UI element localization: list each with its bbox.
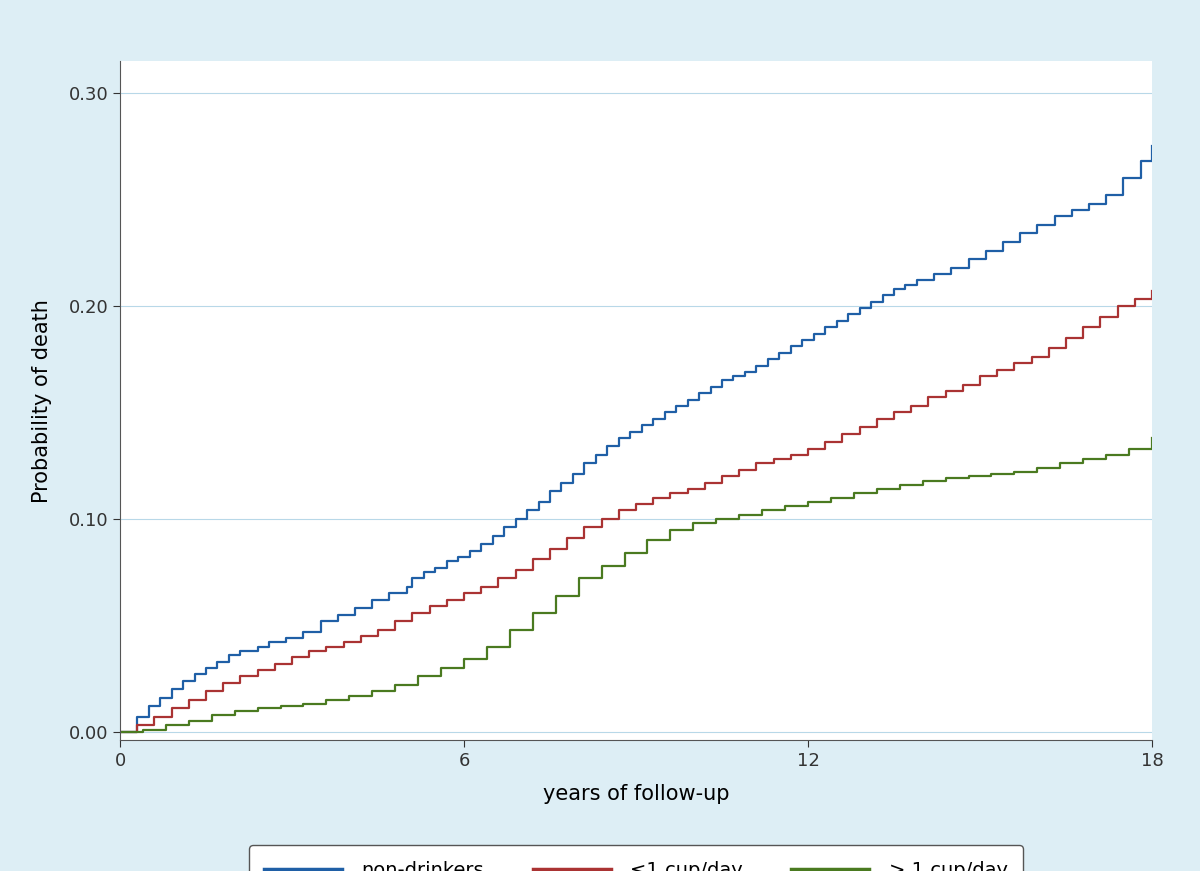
Y-axis label: Probability of death: Probability of death: [31, 299, 52, 503]
non-drinkers: [113, 726, 127, 737]
non-drinkers: [944, 269, 959, 280]
> 1 cup/day: [1145, 433, 1159, 443]
Line: non-drinkers: non-drinkers: [120, 146, 1152, 732]
> 1 cup/day: [365, 691, 379, 701]
> 1 cup/day: [113, 726, 127, 737]
non-drinkers: [1145, 141, 1159, 152]
≤1 cup/day: [216, 678, 230, 688]
non-drinkers: [532, 505, 546, 516]
≤1 cup/day: [818, 443, 833, 454]
> 1 cup/day: [251, 706, 265, 716]
Line: > 1 cup/day: > 1 cup/day: [120, 438, 1152, 732]
≤1 cup/day: [560, 544, 575, 554]
> 1 cup/day: [1122, 443, 1136, 454]
non-drinkers: [749, 367, 763, 377]
non-drinkers: [462, 552, 476, 563]
≤1 cup/day: [1145, 286, 1159, 296]
X-axis label: years of follow-up: years of follow-up: [542, 784, 730, 804]
non-drinkers: [416, 567, 431, 577]
> 1 cup/day: [388, 686, 402, 697]
≤1 cup/day: [113, 726, 127, 737]
≤1 cup/day: [767, 458, 781, 469]
≤1 cup/day: [1076, 322, 1091, 333]
Line: ≤1 cup/day: ≤1 cup/day: [120, 291, 1152, 732]
≤1 cup/day: [354, 631, 368, 641]
> 1 cup/day: [984, 469, 998, 479]
> 1 cup/day: [1122, 449, 1136, 460]
Legend: non-drinkers, ≤1 cup/day, > 1 cup/day: non-drinkers, ≤1 cup/day, > 1 cup/day: [248, 845, 1024, 871]
non-drinkers: [829, 322, 844, 333]
